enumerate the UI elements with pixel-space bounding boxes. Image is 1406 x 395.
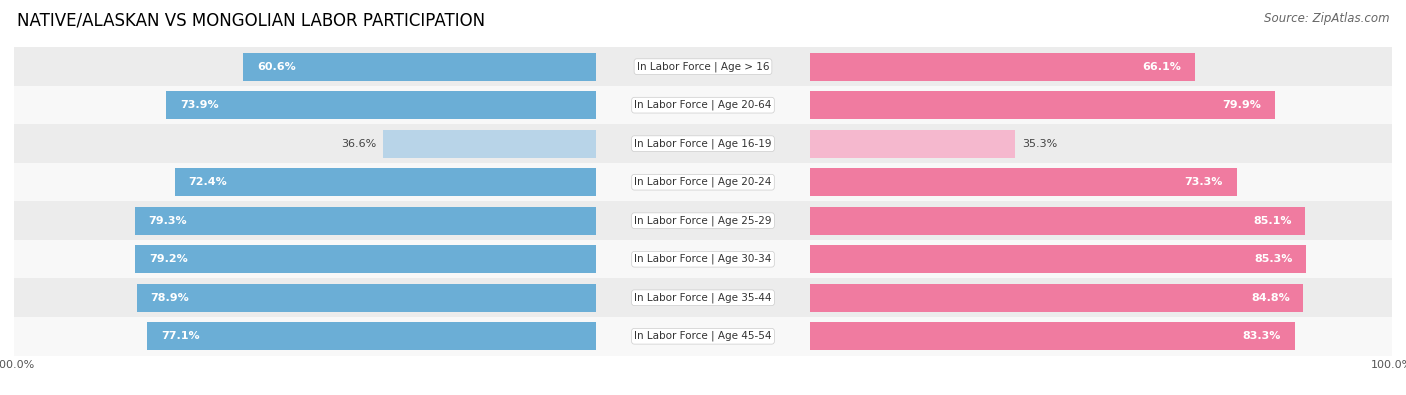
Text: 73.9%: 73.9%	[180, 100, 218, 110]
Text: 85.1%: 85.1%	[1253, 216, 1292, 226]
Text: 83.3%: 83.3%	[1243, 331, 1281, 341]
Text: 73.3%: 73.3%	[1184, 177, 1223, 187]
Bar	[243, 53, 596, 81]
Bar	[810, 53, 1195, 81]
Text: In Labor Force | Age 30-34: In Labor Force | Age 30-34	[634, 254, 772, 265]
Text: 36.6%: 36.6%	[342, 139, 377, 149]
Bar	[14, 163, 1392, 201]
Legend: Native/Alaskan, Mongolian: Native/Alaskan, Mongolian	[583, 394, 823, 395]
Text: 77.1%: 77.1%	[162, 331, 200, 341]
Text: 72.4%: 72.4%	[188, 177, 228, 187]
Text: 79.9%: 79.9%	[1222, 100, 1261, 110]
Bar	[166, 91, 596, 119]
Bar	[810, 130, 1015, 158]
Text: 79.3%: 79.3%	[149, 216, 187, 226]
Bar	[384, 130, 596, 158]
Text: 60.6%: 60.6%	[257, 62, 295, 71]
Bar	[136, 284, 596, 312]
Bar	[148, 322, 596, 350]
Bar	[810, 284, 1303, 312]
Text: NATIVE/ALASKAN VS MONGOLIAN LABOR PARTICIPATION: NATIVE/ALASKAN VS MONGOLIAN LABOR PARTIC…	[17, 12, 485, 30]
Bar	[174, 168, 596, 196]
Bar	[810, 168, 1236, 196]
Bar	[135, 245, 596, 273]
Bar	[810, 91, 1275, 119]
Bar	[14, 278, 1392, 317]
Bar	[14, 317, 1392, 356]
Text: In Labor Force | Age 20-24: In Labor Force | Age 20-24	[634, 177, 772, 188]
Text: Source: ZipAtlas.com: Source: ZipAtlas.com	[1264, 12, 1389, 25]
Text: In Labor Force | Age 20-64: In Labor Force | Age 20-64	[634, 100, 772, 111]
Bar	[810, 245, 1306, 273]
Text: In Labor Force | Age 45-54: In Labor Force | Age 45-54	[634, 331, 772, 342]
Text: 85.3%: 85.3%	[1254, 254, 1292, 264]
Text: 35.3%: 35.3%	[1022, 139, 1057, 149]
Text: 79.2%: 79.2%	[149, 254, 187, 264]
Text: In Labor Force | Age > 16: In Labor Force | Age > 16	[637, 61, 769, 72]
Text: 66.1%: 66.1%	[1142, 62, 1181, 71]
Bar	[14, 86, 1392, 124]
Text: In Labor Force | Age 16-19: In Labor Force | Age 16-19	[634, 138, 772, 149]
Bar	[14, 47, 1392, 86]
Text: In Labor Force | Age 25-29: In Labor Force | Age 25-29	[634, 215, 772, 226]
Text: 84.8%: 84.8%	[1251, 293, 1289, 303]
Bar	[14, 240, 1392, 278]
Text: In Labor Force | Age 35-44: In Labor Force | Age 35-44	[634, 292, 772, 303]
Text: 78.9%: 78.9%	[150, 293, 190, 303]
Bar	[810, 322, 1295, 350]
Bar	[135, 207, 596, 235]
Bar	[14, 201, 1392, 240]
Bar	[14, 124, 1392, 163]
Bar	[810, 207, 1305, 235]
